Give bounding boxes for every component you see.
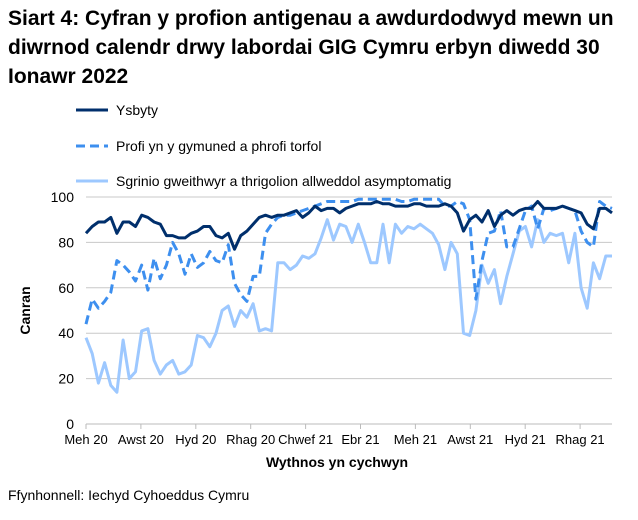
x-tick-label: Meh 21: [394, 432, 437, 447]
legend-label: Sgrinio gweithwyr a thrigolion allweddol…: [116, 173, 451, 189]
x-tick-label: Rhag 21: [556, 432, 605, 447]
y-axis-title: Canran: [17, 286, 33, 334]
x-axis-title: Wythnos yn cychwyn: [266, 454, 408, 470]
series-line-2: [84, 218, 612, 394]
legend-label: Ysbyty: [116, 102, 158, 118]
series-line-0: [84, 200, 613, 251]
y-tick-label: 100: [51, 189, 75, 205]
y-tick-label: 0: [66, 416, 74, 432]
y-tick-label: 80: [58, 234, 74, 250]
x-tick-label: Rhag 20: [226, 432, 275, 447]
x-tick-label: Ebr 21: [341, 432, 379, 447]
y-tick-label: 20: [58, 371, 74, 387]
x-tick-label: Awst 21: [447, 432, 493, 447]
y-tick-label: 40: [58, 325, 74, 341]
x-tick-label: Hyd 21: [505, 432, 546, 447]
x-tick-label: Awst 20: [118, 432, 164, 447]
source-note: Ffynhonnell: Iechyd Cyhoeddus Cymru: [8, 487, 250, 503]
chart-title: Siart 4: Cyfran y profion antigenau a aw…: [8, 7, 614, 88]
series-line-1: [84, 197, 613, 325]
legend-label: Profi yn y gymuned a phrofi torfol: [116, 138, 321, 154]
x-tick-label: Hyd 20: [175, 432, 216, 447]
x-tick-label: Meh 20: [64, 432, 107, 447]
y-tick-label: 60: [58, 280, 74, 296]
x-tick-label: Chwef 21: [278, 432, 333, 447]
